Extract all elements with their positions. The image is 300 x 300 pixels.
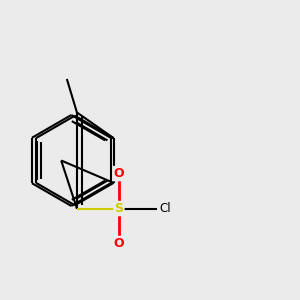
Text: O: O bbox=[114, 237, 124, 250]
Text: S: S bbox=[114, 202, 123, 215]
Text: O: O bbox=[114, 167, 124, 180]
Text: Cl: Cl bbox=[159, 202, 171, 215]
